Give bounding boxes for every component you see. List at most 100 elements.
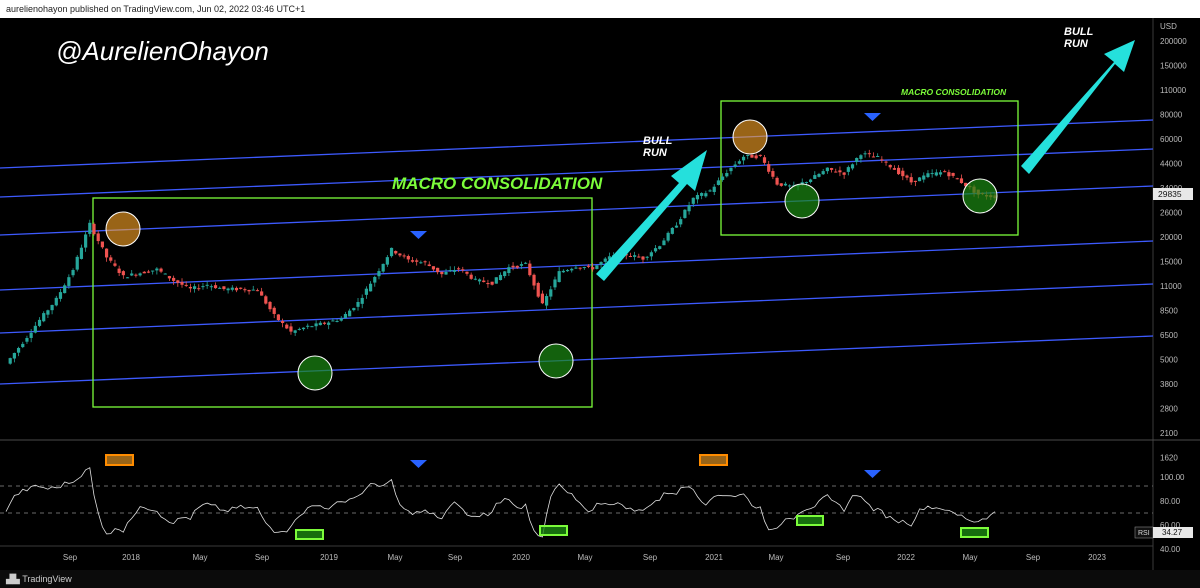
rsi-value: 34.27 bbox=[1162, 528, 1183, 537]
candle-body bbox=[67, 277, 71, 286]
candle-body bbox=[293, 330, 297, 333]
current-price-label: 29835 bbox=[1158, 189, 1182, 199]
candle-body bbox=[301, 327, 306, 330]
watermark: @AurelienOhayon bbox=[56, 36, 269, 66]
candle-body bbox=[645, 256, 649, 258]
candle-body bbox=[473, 278, 477, 280]
candle-body bbox=[360, 297, 364, 304]
candle-body bbox=[444, 272, 448, 275]
candle-body bbox=[750, 154, 754, 158]
candle-body bbox=[192, 286, 197, 289]
candle-body bbox=[599, 262, 603, 265]
candle-body bbox=[938, 172, 943, 175]
candle-body bbox=[553, 279, 557, 288]
bottom-circle bbox=[784, 183, 820, 219]
candle-body bbox=[436, 267, 440, 273]
candle-body bbox=[695, 194, 700, 200]
candle-body bbox=[134, 274, 138, 276]
candle-body bbox=[461, 269, 465, 271]
rsi-oversold-box bbox=[796, 515, 824, 526]
candle-body bbox=[532, 274, 536, 286]
candle-body bbox=[700, 193, 704, 196]
candle-body bbox=[930, 173, 934, 175]
consolidation-box-1[interactable] bbox=[92, 197, 593, 408]
candle-body bbox=[561, 270, 565, 273]
candle-body bbox=[733, 164, 737, 167]
consolidation-box-2[interactable] bbox=[720, 100, 1019, 236]
candle-body bbox=[549, 289, 553, 297]
candle-body bbox=[876, 156, 880, 158]
top-circle bbox=[105, 211, 141, 247]
rsi-highlights bbox=[105, 454, 989, 540]
candle-body bbox=[46, 310, 50, 315]
rsi-oversold-box bbox=[295, 529, 324, 540]
candle-body bbox=[708, 190, 712, 192]
candle-body bbox=[737, 161, 741, 164]
bull-run-line: BULL bbox=[643, 135, 673, 147]
candle-body bbox=[104, 248, 109, 258]
candle-body bbox=[662, 240, 666, 246]
price-tick-label: 80000 bbox=[1160, 111, 1183, 120]
candle-body bbox=[649, 252, 653, 257]
candle-body bbox=[306, 325, 310, 327]
candle-body bbox=[456, 268, 461, 270]
candle-body bbox=[260, 291, 264, 296]
rsi-line bbox=[5, 467, 996, 538]
price-tick-label: 3800 bbox=[1160, 380, 1178, 389]
candles bbox=[8, 149, 997, 365]
price-chart[interactable]: @AurelienOhayon MACRO CONSOLIDATION MACR… bbox=[0, 18, 1200, 570]
candle-body bbox=[691, 197, 695, 204]
rsi-levels bbox=[0, 485, 1153, 514]
candle-body bbox=[33, 325, 37, 333]
candle-body bbox=[138, 273, 142, 276]
candle-body bbox=[121, 271, 125, 276]
candle-body bbox=[880, 159, 884, 161]
candle-body bbox=[385, 257, 389, 265]
candle-body bbox=[218, 287, 222, 289]
candle-body bbox=[540, 293, 545, 304]
candle-body bbox=[255, 290, 260, 292]
candle-body bbox=[389, 247, 394, 257]
candle-body bbox=[197, 288, 201, 290]
candle-body bbox=[813, 175, 817, 179]
candle-body bbox=[926, 173, 930, 178]
tradingview-logo-icon: ▟▙ bbox=[6, 574, 20, 584]
price-tick-label: 60000 bbox=[1160, 135, 1183, 144]
candle-body bbox=[628, 256, 633, 258]
candle-body bbox=[243, 289, 247, 291]
candle-body bbox=[364, 288, 368, 295]
candle-body bbox=[222, 286, 226, 290]
candle-body bbox=[779, 183, 783, 186]
candle-body bbox=[582, 267, 586, 269]
rsi-tick-label: 100.00 bbox=[1160, 473, 1185, 482]
candle-body bbox=[42, 313, 46, 322]
bull-run-label-1: BULL RUN bbox=[643, 135, 673, 159]
candle-body bbox=[591, 267, 595, 270]
candle-body bbox=[155, 268, 159, 271]
candle-body bbox=[176, 280, 180, 283]
candle-body bbox=[947, 172, 951, 177]
rsi-oversold-box bbox=[539, 525, 568, 536]
time-axis-label: May bbox=[387, 553, 402, 562]
candle-body bbox=[959, 178, 964, 184]
candle-body bbox=[339, 318, 343, 321]
marker-down-triangle bbox=[864, 470, 881, 478]
publisher-header: aurelienohayon published on TradingView.… bbox=[0, 0, 1200, 18]
candle-body bbox=[570, 268, 574, 271]
candle-body bbox=[817, 173, 821, 177]
candle-body bbox=[452, 270, 457, 272]
candle-body bbox=[21, 343, 25, 348]
candle-body bbox=[276, 314, 280, 321]
candle-body bbox=[595, 265, 599, 269]
candle-body bbox=[96, 233, 100, 242]
candle-body bbox=[859, 155, 863, 159]
candle-body bbox=[205, 284, 209, 286]
time-axis-label: 2020 bbox=[512, 553, 530, 562]
price-tick-label: 5000 bbox=[1160, 356, 1178, 365]
candle-body bbox=[528, 263, 532, 276]
candle-body bbox=[913, 180, 917, 182]
candle-body bbox=[16, 347, 21, 353]
candle-body bbox=[867, 153, 871, 155]
candle-body bbox=[557, 271, 561, 283]
candle-body bbox=[79, 247, 84, 259]
